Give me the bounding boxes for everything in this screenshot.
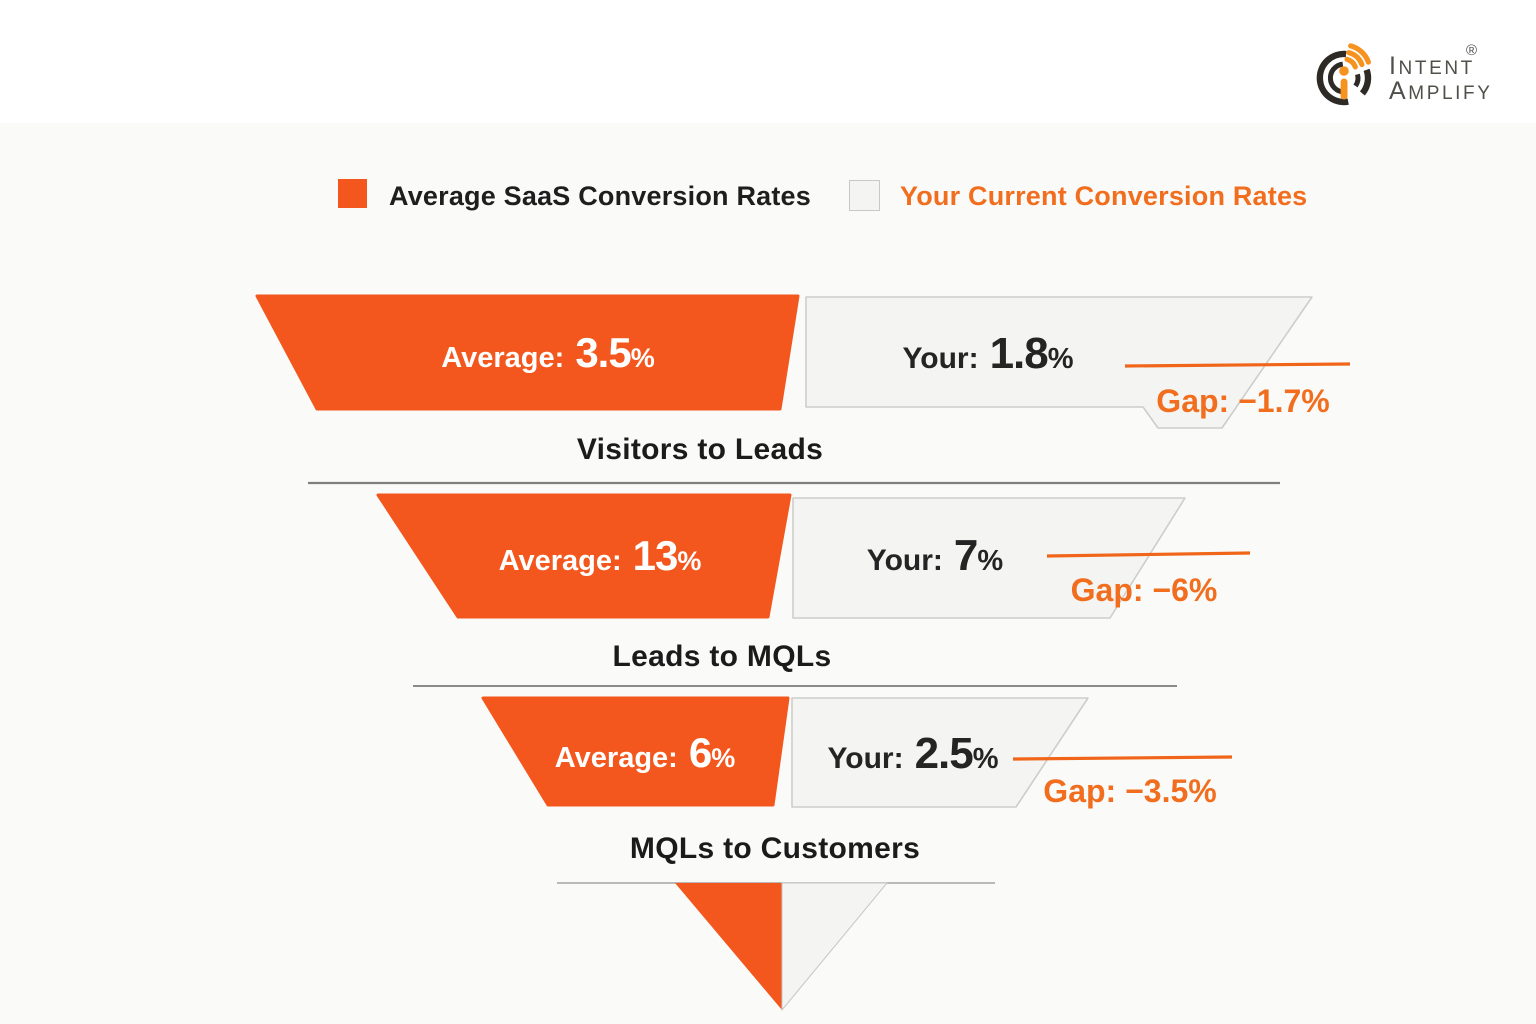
stage3-your-value: Your: 2.5%: [827, 729, 999, 778]
funnel-tip-average: [675, 883, 782, 1010]
stage3-gap-value: Gap: −3.5%: [1043, 773, 1217, 809]
stage2-your-value: Your: 7%: [866, 531, 1004, 580]
brand-name: Intent Amplify: [1389, 55, 1493, 105]
stage2-gap-line: [1046, 551, 1251, 558]
stage3-average-bar: [481, 696, 790, 807]
stage1-your-value: Your: 1.8%: [902, 329, 1074, 378]
stage1-average-value: Average: 3.5%: [441, 329, 655, 376]
legend-swatch-average: [338, 179, 367, 208]
stage1-average-bar: [255, 294, 800, 411]
intent-amplify-logo-icon: [1316, 43, 1372, 106]
brand-name-line1: Intent: [1389, 52, 1475, 80]
legend-label-average: Average SaaS Conversion Rates: [389, 181, 811, 211]
legend-swatch-your: [849, 180, 880, 211]
stage1-gap-line: [1124, 362, 1351, 368]
stage3-gap-line: [1012, 755, 1233, 761]
brand-name-line2: Amplify: [1389, 77, 1493, 105]
stage2-average-bar: [376, 493, 792, 619]
stage2-your-bar: [792, 497, 1186, 619]
stage1-your-bar: [805, 296, 1313, 429]
registered-trademark: ®: [1466, 42, 1478, 59]
legend-label-your: Your Current Conversion Rates: [900, 181, 1308, 211]
stage2-gap-value: Gap: −6%: [1070, 572, 1218, 608]
stage3-label: MQLs to Customers: [629, 832, 921, 865]
stage1-gap-value: Gap: −1.7%: [1156, 383, 1330, 419]
funnel-tip-your: [781, 882, 889, 1012]
stage2-average-value: Average: 13%: [498, 532, 702, 579]
stage1-label: Visitors to Leads: [576, 433, 824, 466]
stage3-average-value: Average: 6%: [554, 729, 736, 776]
stage3-your-bar: [791, 697, 1089, 808]
stage2-label: Leads to MQLs: [612, 640, 832, 673]
